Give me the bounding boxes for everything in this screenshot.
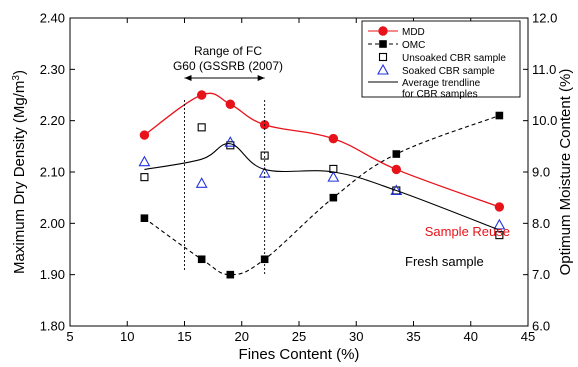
mdd-point [225,99,236,109]
omc-point [197,255,206,264]
unsoaked-cbr-sample-point [226,141,235,150]
y-left-tick-label: 1.90 [40,267,65,282]
mdd-point [139,130,150,140]
y-left-tick-label: 1.80 [40,319,65,334]
legend-mdd-label: MDD [402,27,425,38]
series-layer [138,90,506,279]
unsoaked-cbr-sample-point [495,231,504,240]
legend-soaked-cbr-sample-label: Soaked CBR sample [402,66,495,77]
range-arrow-head-right [257,75,265,81]
mdd-point [196,90,207,100]
soaked-cbr-sample-point [195,177,208,188]
omc-point [329,193,338,202]
y-right-tick-label: 10.0 [532,113,557,128]
x-tick-label: 25 [292,329,306,344]
legend-omc-marker [379,40,387,48]
y-left-axis-label: Maximum Dry Density (Mg/m3) [11,70,29,274]
y-left-tick-label: 2.10 [40,165,65,180]
legend-soaked-cbr-sample-marker [377,63,389,75]
x-tick-label: 20 [235,329,249,344]
legend-average-trendline-for-cbr-samples-label-2: for CBR samples [402,89,478,100]
fresh-sample-label: Fresh sample [405,254,484,269]
range-label-line1: Range of FC [194,44,262,58]
legend-unsoaked-cbr-sample-marker [378,52,388,62]
legend-average-trendline-for-cbr-samples-label: Average trendline [402,78,481,89]
y-left-tick-label: 2.40 [40,11,65,26]
unsoaked-cbr-sample-point [140,173,149,182]
x-tick-label: 45 [521,329,535,344]
average-trendline-for-cbr-samples-line [144,143,500,231]
omc-point [226,270,235,279]
omc-point [495,111,504,120]
omc-point [140,214,149,222]
soaked-cbr-sample-point [138,155,151,167]
y-right-tick-label: 9.0 [532,165,550,180]
mdd-point [328,133,339,144]
range-label-line2: G60 (GSSRB (2007) [173,59,283,73]
y-left-tick-label: 2.30 [40,62,65,77]
x-tick-label: 15 [177,329,191,344]
y-right-tick-label: 7.0 [532,267,550,282]
legend-unsoaked-cbr-sample-label: Unsoaked CBR sample [402,53,506,64]
y-right-tick-label: 8.0 [532,216,550,231]
omc-point [260,255,269,264]
legend-mdd-marker [378,26,388,36]
y-left-tick-label: 2.00 [40,216,65,231]
x-tick-label: 35 [406,329,420,344]
omc-line [144,115,500,276]
y-right-axis-label: Optimum Moisture Content (%) [557,69,574,276]
legend-box [361,20,521,98]
y-left-tick-label: 2.20 [40,113,65,128]
soaked-cbr-sample-point [327,171,340,182]
x-tick-label: 5 [66,329,73,344]
mdd-point [494,202,505,212]
mdd-line [144,92,500,208]
soaked-cbr-sample-point [224,136,237,147]
unsoaked-cbr-sample-point [197,123,206,132]
axes: 5 10 15 20 25 30 35 40 45 1.80 1.90 2.00 2.10 2.20 2.3… [11,11,575,364]
x-tick-label: 30 [349,329,363,344]
y-right-tick-label: 6.0 [532,319,550,334]
x-axis-label: Fines Content (%) [239,346,360,362]
y-right-tick-label: 12.0 [532,11,557,26]
x-tick-label: 40 [464,329,478,344]
legend-omc-label: OMC [402,40,425,51]
x-tick-label: 10 [120,329,134,344]
mdd-point [391,164,402,175]
y-right-tick-label: 11.0 [532,62,556,77]
soaked-cbr-sample-point [493,218,506,230]
sample-reuse-label: Sample Reuse [425,224,510,239]
legend: MDD OMC Unsoaked CBR sample Soaked CBR samp… [361,20,521,100]
omc-point [392,150,401,158]
range-arrow-head-left [184,75,192,81]
